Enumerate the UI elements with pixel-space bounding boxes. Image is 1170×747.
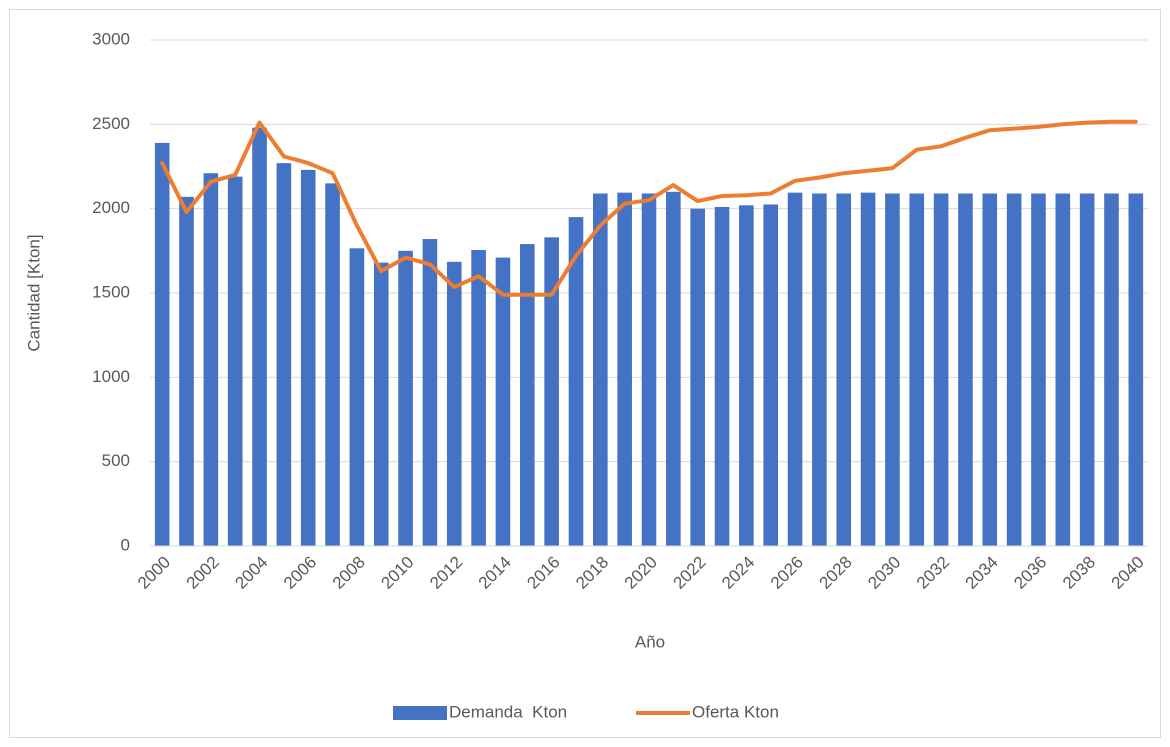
bar — [1006, 193, 1022, 546]
y-tick-label: 2500 — [92, 114, 130, 133]
bar — [690, 208, 705, 546]
bar — [593, 193, 608, 546]
bar — [1104, 193, 1119, 546]
bar — [325, 183, 340, 546]
x-axis-label: Año — [635, 632, 665, 651]
y-tick-label: 1000 — [92, 367, 130, 386]
bar — [495, 257, 511, 546]
y-tick-label: 3000 — [92, 29, 130, 48]
bar — [203, 173, 219, 546]
bar — [227, 176, 243, 546]
bar — [1055, 193, 1071, 546]
bar — [300, 169, 316, 546]
bar — [1079, 193, 1095, 546]
bar — [617, 192, 632, 547]
bar — [909, 193, 925, 546]
bar — [398, 250, 413, 547]
bar — [349, 248, 365, 546]
bar — [568, 217, 584, 546]
y-tick-label: 500 — [102, 451, 130, 470]
bar — [666, 191, 681, 547]
y-tick-label: 2000 — [92, 198, 130, 217]
bar — [836, 193, 852, 546]
bar — [446, 261, 462, 546]
y-tick-label: 0 — [121, 535, 130, 554]
bar — [933, 193, 949, 546]
bar — [1128, 193, 1144, 546]
bar — [373, 262, 389, 546]
bar — [787, 192, 803, 547]
bar — [763, 204, 779, 546]
bar — [519, 244, 535, 546]
bar — [154, 142, 170, 547]
bar — [1031, 193, 1046, 546]
legend-label: Oferta Kton — [692, 702, 779, 721]
legend-label: Demanda Kton — [449, 702, 567, 721]
bar — [252, 127, 267, 546]
bar — [179, 196, 194, 547]
bar — [739, 205, 754, 546]
bar — [471, 249, 486, 547]
bar — [276, 163, 292, 547]
bar — [958, 193, 973, 546]
bar — [885, 193, 900, 546]
bar — [860, 192, 876, 547]
bar — [422, 239, 438, 546]
line — [160, 119, 1138, 297]
bar — [982, 193, 998, 546]
bar — [544, 237, 559, 546]
bar — [812, 193, 827, 546]
y-tick-label: 1500 — [92, 282, 130, 301]
legend-swatch — [393, 706, 447, 720]
bar — [714, 206, 730, 547]
bar — [641, 193, 657, 546]
y-axis-label: Cantidad [Kton] — [24, 234, 43, 351]
